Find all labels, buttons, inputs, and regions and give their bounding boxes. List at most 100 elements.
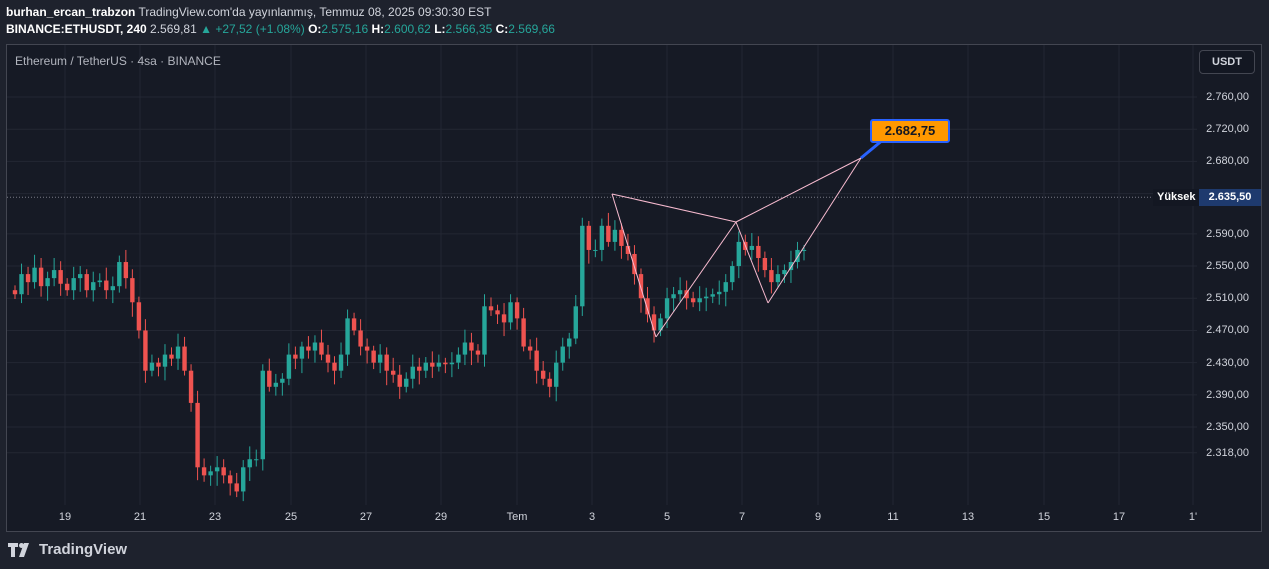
time-axis-tick: 17 <box>1112 511 1126 523</box>
price-axis-tick: 2.590,00 <box>1206 227 1249 240</box>
candle-body <box>430 362 435 367</box>
time-axis-tick: 9 <box>814 511 822 523</box>
candle-body <box>182 346 187 371</box>
candle-body <box>293 354 298 359</box>
candle-body <box>84 274 89 291</box>
candle-body <box>410 366 415 379</box>
candle-body <box>599 225 605 250</box>
candle-body <box>651 314 657 331</box>
close-label: C: <box>495 22 509 36</box>
candle-body <box>345 318 350 355</box>
high-label: H: <box>371 22 385 36</box>
pattern-leg-bc <box>735 221 769 304</box>
candle-body <box>645 298 650 315</box>
candle-body <box>710 294 715 297</box>
chart-frame[interactable]: Ethereum / TetherUS · 4sa · BINANCE USDT… <box>6 44 1262 532</box>
time-axis-tick: 21 <box>133 511 147 523</box>
candle-body <box>136 302 142 331</box>
candle-body <box>306 346 311 351</box>
candle-body <box>143 330 148 371</box>
candle-body <box>227 475 233 484</box>
high-value: 2.600,62 <box>384 22 431 36</box>
candle-body <box>554 362 559 387</box>
candle-body <box>436 362 442 367</box>
close-value: 2.569,66 <box>508 22 555 36</box>
candle-body <box>371 350 376 363</box>
candle-body <box>162 354 168 367</box>
low-label: L: <box>434 22 446 36</box>
candle-body <box>38 267 44 287</box>
time-axis-tick: 11 <box>887 511 899 523</box>
candle-body <box>521 318 526 347</box>
candle-body <box>475 350 481 355</box>
tradingview-logo[interactable]: TradingView <box>8 541 127 558</box>
time-axis-tick: Tem <box>506 511 528 523</box>
symbol-label[interactable]: BINANCE:ETHUSDT, 240 <box>6 22 147 36</box>
candle-body <box>241 467 246 492</box>
candle-body <box>169 354 174 359</box>
candle-body <box>273 382 279 387</box>
last-price: 2.569,81 <box>150 22 197 36</box>
candle-body <box>19 274 24 295</box>
chart-canvas[interactable] <box>7 45 1262 532</box>
candle-body <box>404 378 409 387</box>
candle-body <box>91 282 96 291</box>
candle-body <box>782 270 787 275</box>
price-axis-tick: 2.510,00 <box>1206 292 1249 305</box>
candle-body <box>488 306 494 311</box>
open-label: O: <box>308 22 322 36</box>
candle-body <box>319 342 324 355</box>
candle-body <box>677 290 683 295</box>
candle-body <box>104 280 109 291</box>
candle-body <box>423 362 429 371</box>
candle-body <box>638 274 644 299</box>
candle-body <box>625 245 631 254</box>
candle-body <box>495 310 500 315</box>
pattern-line-bd <box>735 157 862 223</box>
candle-body <box>560 346 565 363</box>
candle-body <box>619 229 624 246</box>
candle-body <box>508 302 513 323</box>
target-price-label[interactable]: 2.682,75 <box>870 119 950 143</box>
candle-body <box>534 350 539 371</box>
price-axis-tick: 2.390,00 <box>1206 388 1249 401</box>
candle-body <box>397 374 402 387</box>
candle-body <box>612 229 618 242</box>
time-axis-tick: 29 <box>434 511 448 523</box>
pattern-leg-cd <box>767 157 862 304</box>
time-axis-tick: 3 <box>588 511 596 523</box>
candle-body <box>749 245 755 250</box>
candle-body <box>117 262 122 287</box>
candle-body <box>449 362 455 365</box>
candle-body <box>312 342 318 351</box>
candle-body <box>690 298 696 303</box>
candle-body <box>234 483 239 492</box>
candle-body <box>338 354 344 371</box>
pattern-leg-ab <box>655 221 737 338</box>
time-axis-tick: 5 <box>663 511 671 523</box>
price-change: ▲ +27,52 (+1.08%) <box>200 22 305 36</box>
high-marker-value: 2.635,50 <box>1199 189 1261 206</box>
currency-button[interactable]: USDT <box>1199 50 1255 74</box>
chart-title: Ethereum / TetherUS · 4sa · BINANCE <box>15 54 221 68</box>
candle-body <box>195 402 200 468</box>
candle-body <box>788 262 794 271</box>
candle-body <box>469 342 474 351</box>
candle-body <box>267 370 272 387</box>
candle-body <box>32 267 37 283</box>
candle-body <box>658 318 663 331</box>
candle-body <box>364 346 370 351</box>
candle-body <box>443 362 448 365</box>
candle-body <box>25 274 31 283</box>
candle-body <box>462 342 468 355</box>
candle-body <box>769 270 774 283</box>
candle-body <box>684 290 689 299</box>
candle-body <box>723 282 728 292</box>
header-line-2: BINANCE:ETHUSDT, 240 2.569,81 ▲ +27,52 (… <box>6 22 555 36</box>
candle-body <box>201 467 207 476</box>
candle-body <box>527 346 533 351</box>
candle-body <box>78 274 83 279</box>
author-name[interactable]: burhan_ercan_trabzon <box>6 5 136 19</box>
time-axis-tick: 1' <box>1188 511 1198 523</box>
candle-body <box>149 362 155 371</box>
